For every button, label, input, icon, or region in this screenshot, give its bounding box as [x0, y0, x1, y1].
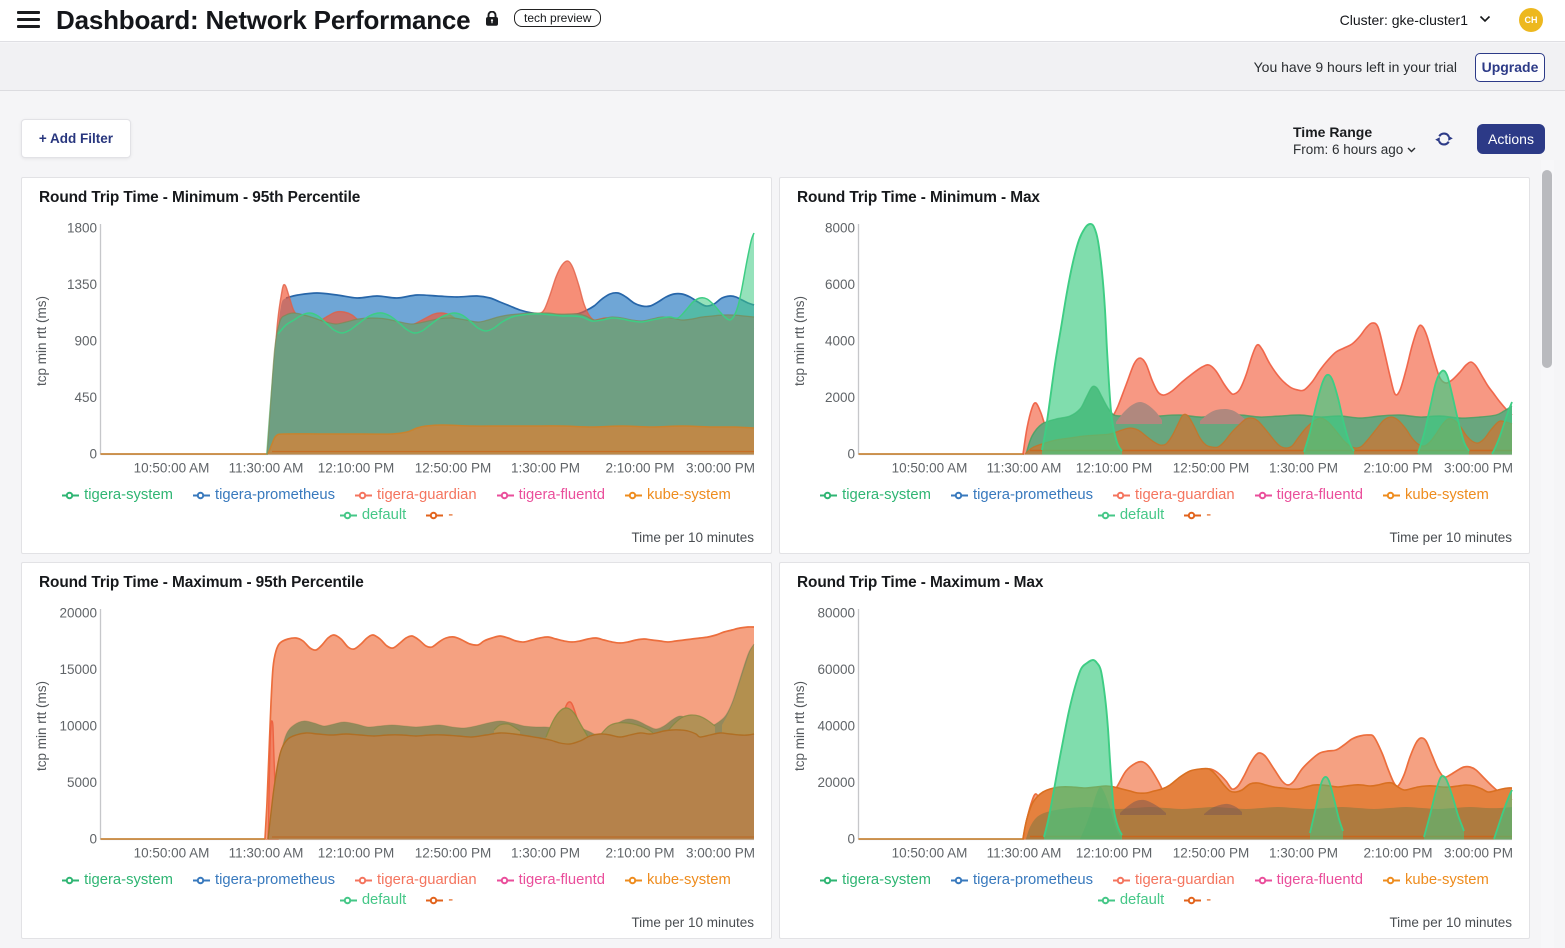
svg-text:11:30:00 AM: 11:30:00 AM	[987, 846, 1062, 861]
svg-text:11:30:00 AM: 11:30:00 AM	[987, 461, 1062, 476]
svg-text:80000: 80000	[817, 606, 855, 621]
svg-text:20000: 20000	[817, 775, 855, 790]
svg-text:1800: 1800	[67, 221, 97, 236]
svg-text:60000: 60000	[817, 662, 855, 677]
svg-text:12:10:00 PM: 12:10:00 PM	[318, 461, 395, 476]
svg-text:2:10:00 PM: 2:10:00 PM	[605, 461, 674, 476]
svg-text:0: 0	[89, 447, 97, 462]
svg-text:12:50:00 PM: 12:50:00 PM	[1173, 846, 1250, 861]
svg-text:10:50:00 AM: 10:50:00 AM	[892, 461, 968, 476]
svg-text:8000: 8000	[825, 221, 855, 236]
svg-text:40000: 40000	[817, 719, 855, 734]
svg-text:12:10:00 PM: 12:10:00 PM	[1076, 846, 1153, 861]
svg-text:900: 900	[74, 334, 97, 349]
svg-text:11:30:00 AM: 11:30:00 AM	[229, 461, 304, 476]
svg-text:2:10:00 PM: 2:10:00 PM	[1363, 846, 1432, 861]
svg-text:tcp min rtt (ms): tcp min rtt (ms)	[792, 681, 807, 771]
svg-text:3:00:00 PM: 3:00:00 PM	[1444, 846, 1513, 861]
svg-text:3:00:00 PM: 3:00:00 PM	[1444, 461, 1513, 476]
svg-text:0: 0	[847, 832, 855, 847]
svg-text:2000: 2000	[825, 390, 855, 405]
svg-text:10:50:00 AM: 10:50:00 AM	[892, 846, 968, 861]
svg-text:11:30:00 AM: 11:30:00 AM	[229, 846, 304, 861]
svg-text:12:10:00 PM: 12:10:00 PM	[1076, 461, 1153, 476]
svg-text:10000: 10000	[59, 719, 97, 734]
svg-text:12:50:00 PM: 12:50:00 PM	[415, 846, 492, 861]
svg-text:5000: 5000	[67, 775, 97, 790]
svg-text:450: 450	[74, 390, 97, 405]
svg-text:2:10:00 PM: 2:10:00 PM	[605, 846, 674, 861]
svg-text:12:50:00 PM: 12:50:00 PM	[415, 461, 492, 476]
svg-text:10:50:00 AM: 10:50:00 AM	[134, 846, 210, 861]
svg-text:2:10:00 PM: 2:10:00 PM	[1363, 461, 1432, 476]
svg-text:20000: 20000	[59, 606, 97, 621]
svg-text:1:30:00 PM: 1:30:00 PM	[511, 846, 580, 861]
svg-text:1:30:00 PM: 1:30:00 PM	[1269, 846, 1338, 861]
svg-text:3:00:00 PM: 3:00:00 PM	[686, 846, 755, 861]
svg-text:12:10:00 PM: 12:10:00 PM	[318, 846, 395, 861]
svg-text:tcp min rtt (ms): tcp min rtt (ms)	[34, 296, 49, 386]
svg-text:6000: 6000	[825, 277, 855, 292]
svg-text:1:30:00 PM: 1:30:00 PM	[511, 461, 580, 476]
svg-text:4000: 4000	[825, 334, 855, 349]
svg-text:0: 0	[847, 447, 855, 462]
svg-text:1:30:00 PM: 1:30:00 PM	[1269, 461, 1338, 476]
svg-text:tcp min rtt (ms): tcp min rtt (ms)	[792, 296, 807, 386]
svg-text:12:50:00 PM: 12:50:00 PM	[1173, 461, 1250, 476]
svg-text:0: 0	[89, 832, 97, 847]
svg-text:10:50:00 AM: 10:50:00 AM	[134, 461, 210, 476]
svg-text:3:00:00 PM: 3:00:00 PM	[686, 461, 755, 476]
svg-text:15000: 15000	[59, 662, 97, 677]
svg-text:1350: 1350	[67, 277, 97, 292]
svg-text:tcp min rtt (ms): tcp min rtt (ms)	[34, 681, 49, 771]
